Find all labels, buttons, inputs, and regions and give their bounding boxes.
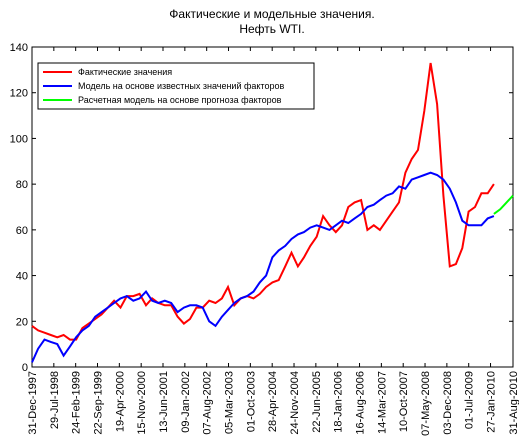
y-tick-label: 20 xyxy=(16,316,28,328)
y-tick-label: 120 xyxy=(10,88,28,100)
chart-subtitle: Нефть WTI. xyxy=(239,22,304,36)
legend-label: Модель на основе известных значений факт… xyxy=(78,81,284,91)
legend-label: Фактические значения xyxy=(78,67,172,77)
x-tick-label: 10-Oct-2007 xyxy=(398,371,410,432)
x-tick-label: 01-Jul-2009 xyxy=(464,371,476,429)
x-tick-label: 01-Oct-2003 xyxy=(245,371,257,432)
x-tick-label: 03-Dec-2008 xyxy=(442,371,454,435)
x-tick-label: 27-Jan-2010 xyxy=(486,371,498,433)
chart-title: Фактические и модельные значения. xyxy=(169,7,374,21)
x-tick-label: 19-Apr-2000 xyxy=(114,371,126,432)
x-tick-label: 31-Aug-2010 xyxy=(508,371,519,435)
legend-box xyxy=(37,62,315,110)
x-tick-label: 22-Jun-2005 xyxy=(311,371,323,433)
x-tick-label: 07-May-2008 xyxy=(420,371,432,436)
x-tick-label: 13-Jun-2001 xyxy=(158,371,170,433)
x-tick-label: 05-Mar-2003 xyxy=(224,371,236,434)
x-tick-label: 24-Nov-2004 xyxy=(289,371,301,435)
y-tick-label: 60 xyxy=(16,225,28,237)
x-tick-label: 15-Nov-2000 xyxy=(136,371,148,435)
legend-label: Расчетная модель на основе прогноза факт… xyxy=(78,95,282,105)
x-tick-label: 24-Feb-1999 xyxy=(71,371,83,434)
y-tick-label: 40 xyxy=(16,271,28,283)
y-tick-label: 100 xyxy=(10,133,28,145)
x-tick-label: 09-Jan-2002 xyxy=(180,371,192,433)
y-tick-label: 80 xyxy=(16,179,28,191)
x-tick-label: 28-Apr-2004 xyxy=(267,371,279,432)
x-tick-label: 07-Aug-2002 xyxy=(202,371,214,435)
series-line xyxy=(31,171,495,363)
x-tick-label: 22-Sep-1999 xyxy=(93,371,105,435)
y-tick-label: 0 xyxy=(22,362,28,374)
y-tick-label: 140 xyxy=(10,42,28,54)
x-tick-label: 29-Jul-1998 xyxy=(49,371,61,429)
x-tick-label: 31-Dec-1997 xyxy=(27,371,39,435)
x-tick-label: 16-Aug-2006 xyxy=(355,371,367,435)
x-tick-label: 14-Mar-2007 xyxy=(376,371,388,434)
series-line xyxy=(493,194,514,215)
x-tick-label: 18-Jan-2006 xyxy=(333,371,345,433)
